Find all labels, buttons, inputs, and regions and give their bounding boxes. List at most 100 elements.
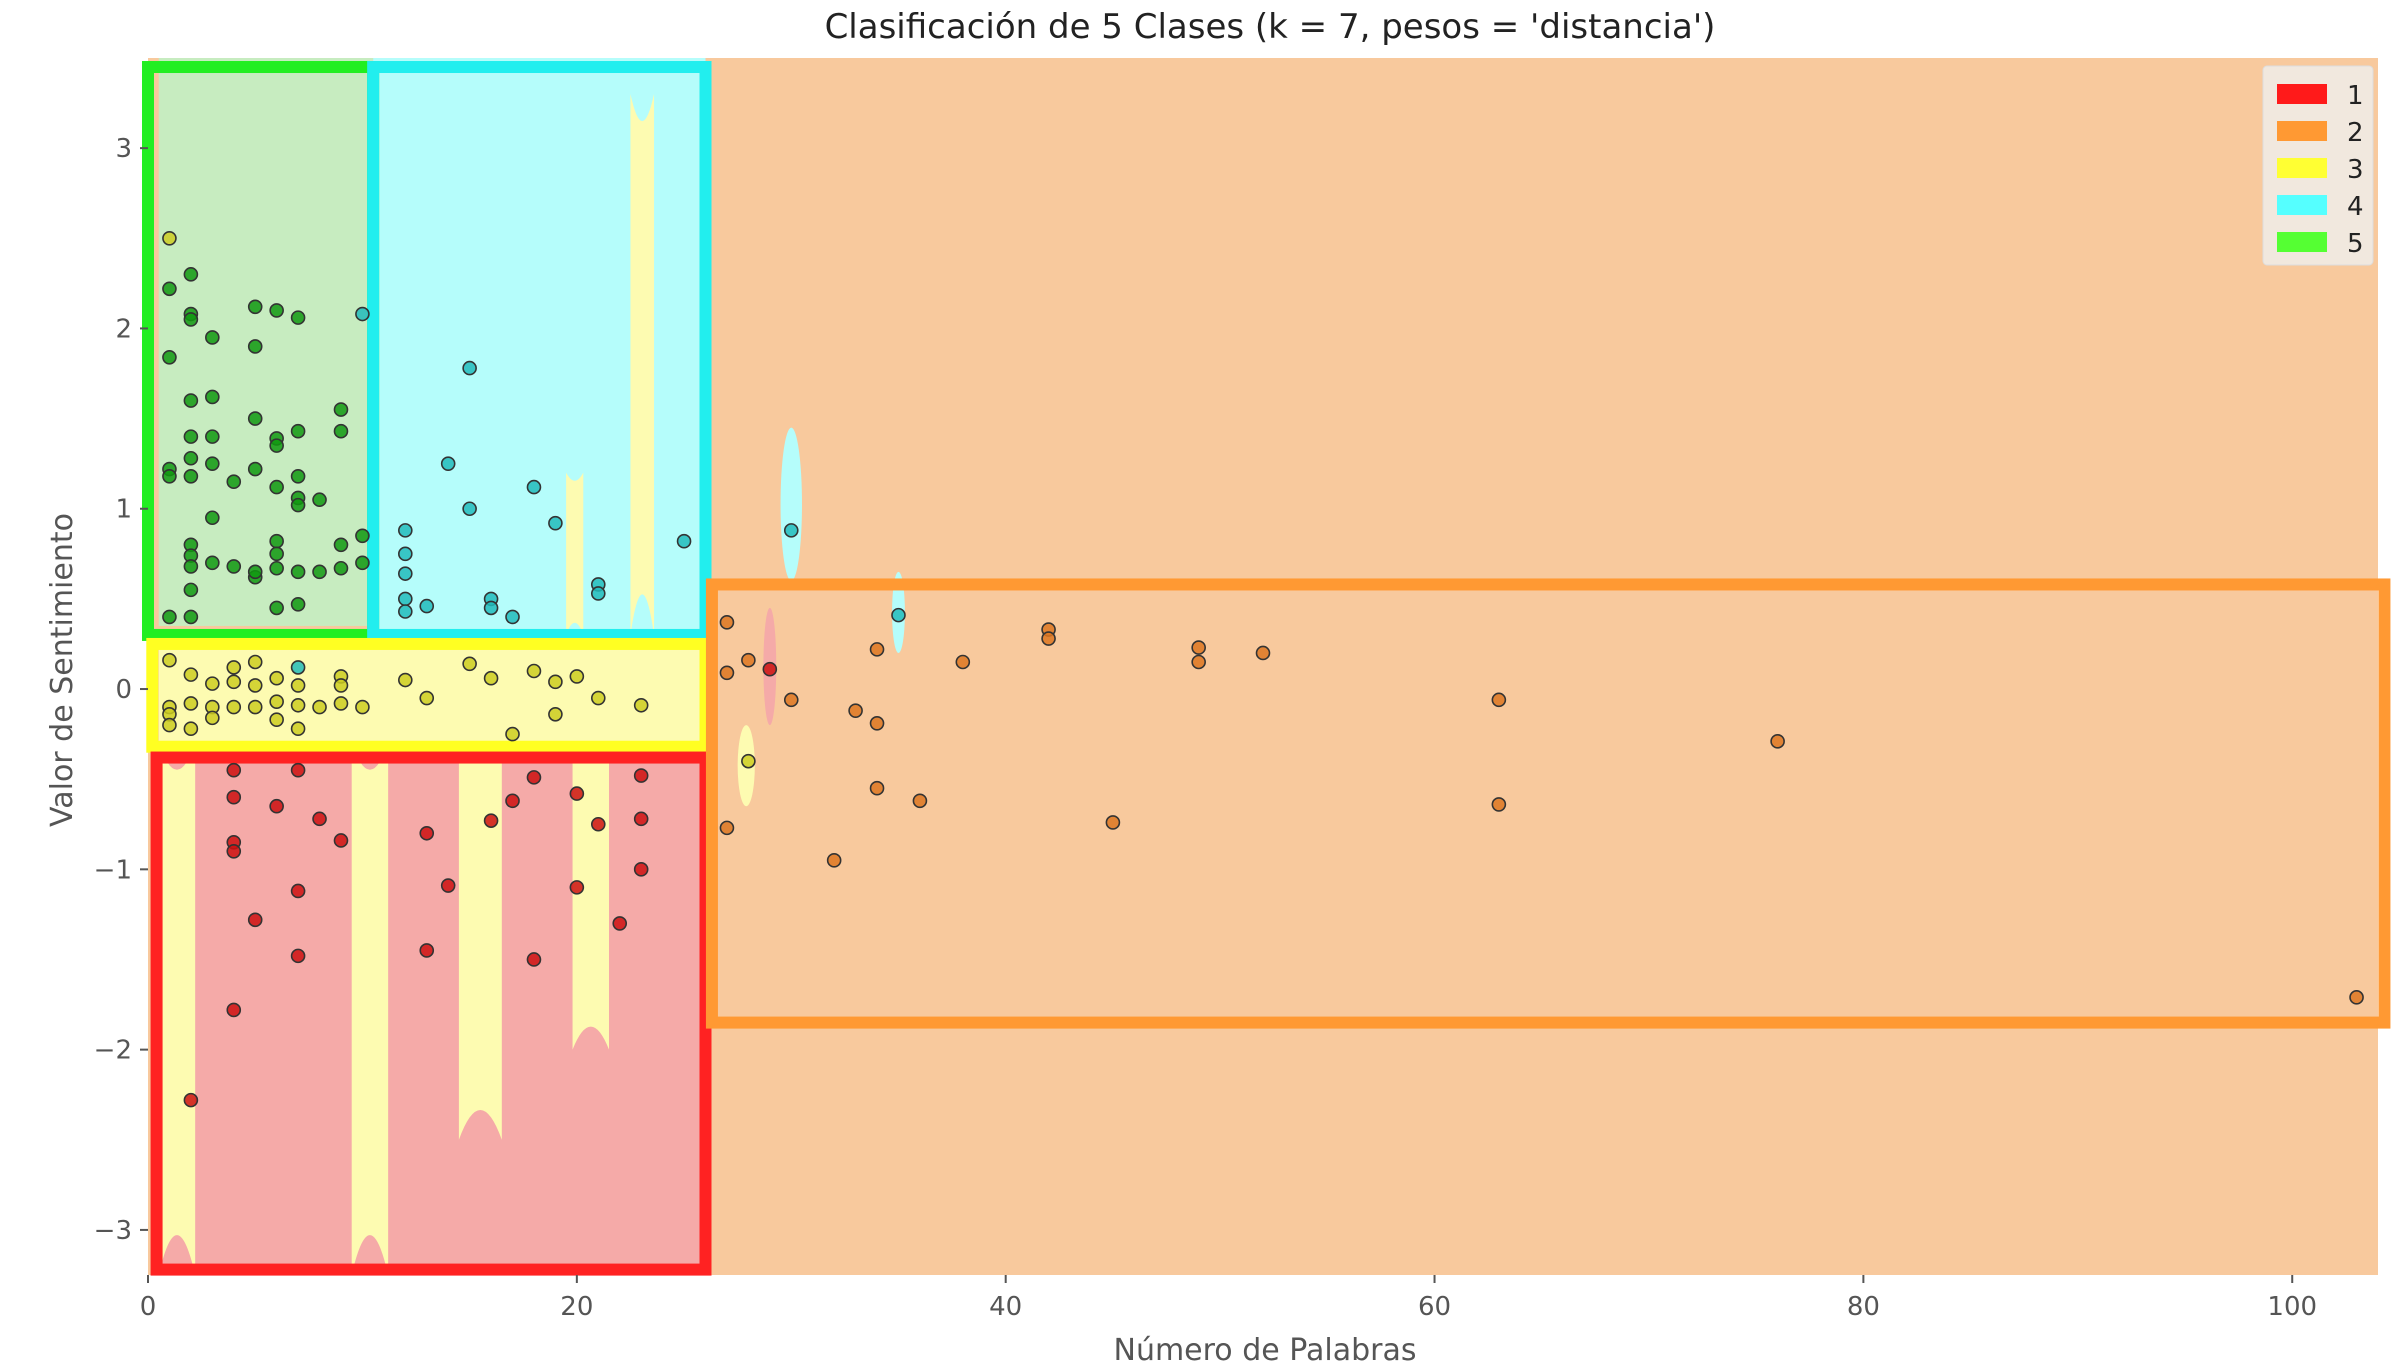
region-class-3 [158,634,706,744]
point-class-2 [848,703,863,718]
point-class-4 [398,591,413,607]
point-class-3 [205,710,220,726]
point-class-4 [398,523,413,538]
point-class-3 [183,696,199,711]
legend-swatch-2 [2277,121,2327,141]
point-class-3 [590,690,606,706]
point-class-3 [269,670,284,686]
point-class-3 [226,699,242,715]
point-class-5 [183,393,199,408]
point-class-5 [333,423,349,439]
point-class-5 [226,559,242,574]
point-class-1 [312,811,327,827]
point-class-4 [891,607,906,623]
point-class-5 [183,429,199,444]
point-class-2 [912,793,928,809]
y-tick-label: −1 [94,855,132,885]
point-class-4 [355,306,370,322]
point-class-5 [269,303,284,318]
point-class-3 [462,656,477,672]
point-class-1 [247,912,263,928]
point-class-4 [398,566,413,581]
point-class-1 [226,762,242,778]
region-class-3 [566,472,584,635]
point-class-2 [1191,640,1206,655]
point-class-4 [398,604,413,619]
point-class-5 [355,528,370,544]
point-class-4 [419,598,435,614]
point-class-5 [269,560,284,576]
point-class-1 [290,948,306,964]
point-class-5 [312,492,327,508]
legend-label-3: 3 [2347,155,2364,185]
legend-label-5: 5 [2347,229,2364,259]
y-tick-label: 0 [115,675,132,705]
chart-title: Clasificación de 5 Clases (k = 7, pesos … [825,7,1716,47]
data-points [162,230,2364,1108]
point-class-1 [290,883,306,899]
point-class-3 [483,670,499,686]
point-class-2 [955,654,971,670]
y-tick-label: −3 [94,1216,132,1246]
point-class-3 [226,674,242,690]
point-class-2 [826,853,842,868]
point-class-1 [440,878,456,893]
point-class-5 [205,429,220,444]
point-class-2 [1191,654,1206,670]
point-class-5 [205,456,220,471]
legend-swatch-4 [2277,195,2327,215]
point-class-5 [312,564,327,580]
point-class-5 [247,564,263,580]
point-class-2 [1105,815,1121,830]
point-class-3 [398,672,413,688]
point-class-3 [526,663,542,679]
point-class-2 [783,692,799,708]
point-class-4 [462,501,477,517]
point-class-5 [205,330,220,345]
point-class-4 [548,515,563,531]
point-class-4 [505,609,520,625]
point-class-2 [1041,631,1056,646]
point-class-2 [719,615,735,630]
region-class-3 [458,743,502,1140]
point-class-2 [1255,645,1271,661]
point-class-5 [290,497,306,513]
region-class-3 [158,743,196,1275]
x-tick-label: 80 [1847,1292,1880,1322]
point-class-1 [590,816,606,832]
point-class-1 [419,943,435,958]
point-class-4 [440,456,456,471]
legend-swatch-1 [2277,84,2327,104]
point-class-5 [183,468,199,484]
x-tick-label: 100 [2267,1292,2317,1322]
region-class-5 [158,58,374,626]
y-tick-label: 3 [115,134,132,164]
point-class-1 [633,768,649,783]
point-class-1 [226,789,242,805]
legend-label-2: 2 [2347,118,2364,148]
plot-area [148,58,2378,1275]
point-class-4 [462,360,477,376]
point-class-5 [183,582,199,598]
legend-swatch-5 [2277,232,2327,252]
point-class-4 [526,479,542,495]
region-class-3 [351,743,389,1275]
point-class-3 [290,697,306,713]
y-axis-label: Valor de Sentimiento [45,513,80,827]
point-class-5 [269,546,284,562]
point-class-5 [333,560,349,576]
point-class-1 [569,786,585,801]
point-class-3 [290,678,306,693]
point-class-3 [162,230,177,246]
point-class-3 [419,690,435,706]
region-class-3 [630,94,655,635]
point-class-5 [247,339,263,354]
point-class-5 [183,609,199,625]
point-class-4 [676,533,692,549]
point-class-3 [247,678,263,693]
y-tick-label: 1 [115,495,132,525]
point-class-3 [269,712,284,727]
point-class-1 [483,813,499,828]
point-class-5 [269,600,284,616]
